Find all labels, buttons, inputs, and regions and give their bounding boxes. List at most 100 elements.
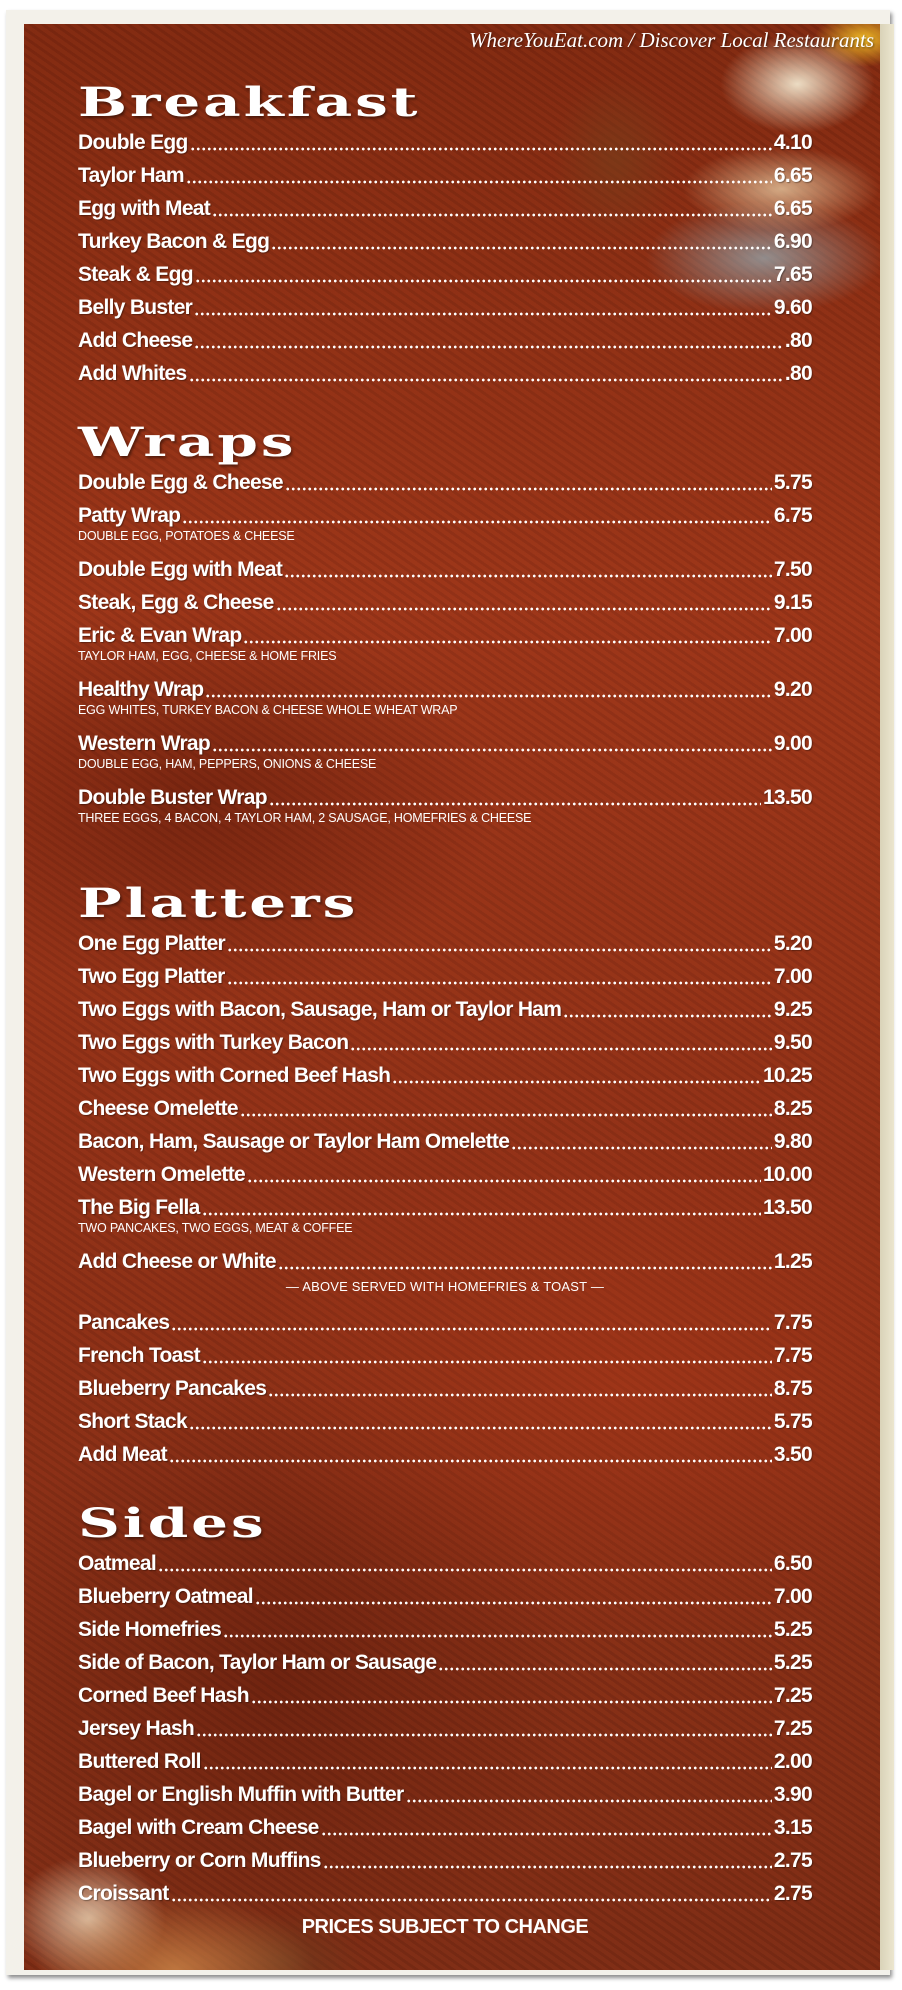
item-price: 5.75 [773, 471, 813, 494]
item-price: 7.75 [773, 1344, 813, 1367]
item-price: 5.75 [773, 1410, 813, 1433]
item-name: Healthy Wrap [78, 678, 204, 701]
pancakes-photo [550, 24, 880, 324]
menu-item: Add Whites .80 [78, 357, 813, 390]
menu-item: The Big Fella 13.50 [78, 1191, 813, 1224]
menu-item: Taylor Ham 6.65 [78, 159, 813, 192]
section-title: Sides [78, 1500, 267, 1547]
item-price: 5.25 [773, 1618, 813, 1641]
item-price: 7.50 [773, 558, 813, 581]
item-name: Jersey Hash [78, 1717, 195, 1740]
item-name: Pancakes [78, 1311, 170, 1334]
menu-item: Blueberry Oatmeal 7.00 [78, 1580, 813, 1613]
dot-leader [188, 378, 783, 382]
item-price: .80 [784, 362, 813, 385]
item-price: 9.15 [773, 591, 813, 614]
item-price: 7.25 [773, 1717, 813, 1740]
menu-item: One Egg Platter 5.20 [78, 927, 813, 960]
item-name: One Egg Platter [78, 932, 226, 955]
dot-leader [246, 1179, 761, 1183]
section-title: Breakfast [78, 79, 421, 126]
menu-item: Bagel or English Muffin with Butter 3.90 [78, 1778, 813, 1811]
dot-leader [320, 1832, 772, 1836]
item-price: 2.75 [773, 1849, 813, 1872]
menu-item: Add Cheese or White 1.25 [78, 1245, 813, 1278]
item-price: 3.50 [773, 1443, 813, 1466]
menu-item: Oatmeal 6.50 [78, 1547, 813, 1580]
dot-leader [239, 1113, 772, 1117]
dot-leader [194, 279, 772, 283]
menu-item: Short Stack 5.75 [78, 1405, 813, 1438]
item-price: 7.00 [773, 624, 813, 647]
item-name: Eric & Evan Wrap [78, 624, 242, 647]
item-name: Bagel or English Muffin with Butter [78, 1783, 404, 1806]
dot-leader [243, 640, 772, 644]
section-breakfast: Breakfast Double Egg 4.10 Taylor Ham 6.65 Egg… [78, 80, 813, 390]
dot-leader [201, 1360, 772, 1364]
item-description: THREE EGGS, 4 BACON, 4 TAYLOR HAM, 2 SAU… [78, 811, 532, 825]
item-name: Egg with Meat [78, 197, 211, 220]
dot-leader [563, 1014, 772, 1018]
section-sides: Sides Oatmeal 6.50 Blueberry Oatmeal 7.00 Sid… [78, 1501, 813, 1910]
item-name: Double Egg with Meat [78, 558, 283, 581]
item-name: Blueberry Pancakes [78, 1377, 267, 1400]
menu-item: Bacon, Ham, Sausage or Taylor Ham Omelet… [78, 1125, 813, 1158]
item-name: Cheese Omelette [78, 1097, 239, 1120]
section-wraps: Wraps Double Egg & Cheese 5.75 Patty Wrap 6.… [78, 420, 813, 835]
item-name: Two Eggs with Bacon, Sausage, Ham or Tay… [78, 998, 562, 1021]
item-price: 9.60 [773, 296, 813, 319]
item-price: 9.25 [773, 998, 813, 1021]
menu-item: Add Meat 3.50 [78, 1438, 813, 1471]
item-price: 6.75 [773, 504, 813, 527]
item-name: Double Egg & Cheese [78, 471, 284, 494]
menu-item: Patty Wrap 6.75 [78, 499, 813, 532]
item-name: Taylor Ham [78, 164, 185, 187]
item-name: Patty Wrap [78, 504, 181, 527]
item-name: Add Meat [78, 1443, 168, 1466]
item-name: Western Omelette [78, 1163, 246, 1186]
dot-leader [438, 1667, 772, 1671]
menu-item: Steak, Egg & Cheese 9.15 [78, 586, 813, 619]
item-price: 5.20 [773, 932, 813, 955]
dot-leader [157, 1568, 772, 1572]
menu-item: Western Omelette 10.00 [78, 1158, 813, 1191]
item-name: Double Buster Wrap [78, 786, 268, 809]
item-price: 7.75 [773, 1311, 813, 1334]
menu-item: Eric & Evan Wrap 7.00 [78, 619, 813, 652]
dot-leader [212, 748, 772, 752]
section-platters: Platters One Egg Platter 5.20 Two Egg Platt… [78, 881, 813, 1471]
item-price: 9.00 [773, 732, 813, 755]
menu-item: Blueberry or Corn Muffins 2.75 [78, 1844, 813, 1877]
menu-item: Bagel with Cream Cheese 3.15 [78, 1811, 813, 1844]
item-price: 10.00 [762, 1163, 813, 1186]
item-price: 7.00 [773, 1585, 813, 1608]
item-name: Short Stack [78, 1410, 188, 1433]
dot-leader [168, 1459, 772, 1463]
item-price: 5.25 [773, 1651, 813, 1674]
menu-item: Egg with Meat 6.65 [78, 192, 813, 225]
dot-leader [250, 1700, 772, 1704]
item-name: Steak, Egg & Cheese [78, 591, 274, 614]
item-name: Belly Buster [78, 296, 193, 319]
dot-leader [212, 213, 772, 217]
dot-leader [205, 694, 772, 698]
item-name: French Toast [78, 1344, 201, 1367]
item-name: Two Egg Platter [78, 965, 225, 988]
menu-item: Two Egg Platter 7.00 [78, 960, 813, 993]
menu-item: Western Wrap 9.00 [78, 727, 813, 760]
menu-item: Two Eggs with Bacon, Sausage, Ham or Tay… [78, 993, 813, 1026]
dot-leader [189, 1426, 772, 1430]
item-name: Blueberry Oatmeal [78, 1585, 254, 1608]
item-name: Add Whites [78, 362, 187, 385]
dot-leader [322, 1865, 772, 1869]
item-price: 6.65 [773, 197, 813, 220]
item-price: 4.10 [773, 131, 813, 154]
item-price: 9.20 [773, 678, 813, 701]
item-description: TAYLOR HAM, EGG, CHEESE & HOME FRIES [78, 649, 337, 663]
dot-leader [194, 312, 772, 316]
item-price: 13.50 [762, 1196, 813, 1219]
menu-item: Double Egg 4.10 [78, 126, 813, 159]
item-name: Blueberry or Corn Muffins [78, 1849, 321, 1872]
served-with-note: — ABOVE SERVED WITH HOMEFRIES & TOAST — [285, 1279, 605, 1294]
item-name: Add Cheese or White [78, 1250, 277, 1273]
